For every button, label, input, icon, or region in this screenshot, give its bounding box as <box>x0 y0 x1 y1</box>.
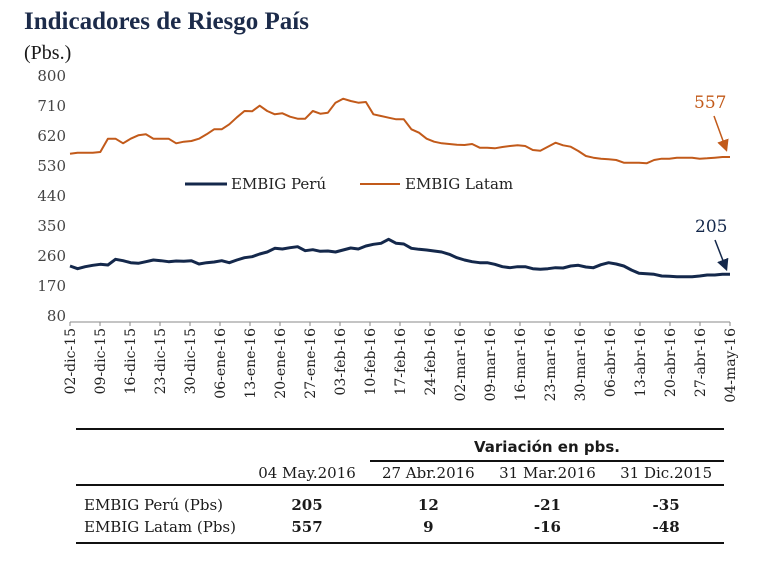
y-tick-label: 440 <box>37 187 66 205</box>
x-tick-label: 13-ene-16 <box>243 328 259 399</box>
cell-peru-31-mar: -21 <box>533 496 561 514</box>
column-header-current: 04 May.2016 <box>258 463 356 482</box>
x-tick-label: 17-feb-16 <box>393 328 409 396</box>
x-tick-label: 03-feb-16 <box>333 328 349 396</box>
table-row: EMBIG Perú (Pbs) 205 12 -21 -35 <box>76 494 724 516</box>
cell-latam-31-dic: -48 <box>652 518 680 536</box>
y-tick-label: 350 <box>37 217 66 235</box>
table-rule-row <box>76 484 724 494</box>
x-tick-label: 27-ene-16 <box>303 328 319 399</box>
column-header-31-mar: 31 Mar.2016 <box>499 464 596 482</box>
x-tick-label: 04-may-16 <box>723 328 739 403</box>
y-tick-label: 260 <box>37 247 66 265</box>
column-header-31-dic: 31 Dic.2015 <box>620 464 713 482</box>
x-tick-label: 20-ene-16 <box>273 328 289 399</box>
table-rule-top-row <box>76 428 724 434</box>
cell-peru-current: 205 <box>291 496 323 514</box>
variation-group-header: Variación en pbs. <box>370 434 724 462</box>
row-label-peru: EMBIG Perú (Pbs) <box>84 496 223 514</box>
y-tick-label: 620 <box>37 127 66 145</box>
cell-latam-27-abr: 9 <box>423 518 434 536</box>
x-tick-label: 30-mar-16 <box>573 328 589 401</box>
x-tick-label: 27-abr-16 <box>693 328 709 397</box>
x-tick-label: 06-abr-16 <box>603 328 619 397</box>
chart-title: Indicadores de Riesgo País <box>24 8 309 35</box>
end-arrow-embig-latam <box>713 115 729 152</box>
x-tick-label: 09-mar-16 <box>483 328 499 401</box>
cell-peru-27-abr: 12 <box>417 496 439 514</box>
summary-table: Variación en pbs. 04 May.2016 27 Abr.201… <box>76 428 724 544</box>
table-group-header-row: Variación en pbs. <box>76 434 724 462</box>
x-tick-label: 23-mar-16 <box>543 328 559 401</box>
y-tick-label: 170 <box>37 277 66 295</box>
x-tick-label: 16-mar-16 <box>513 328 529 401</box>
y-tick-label: 800 <box>37 67 66 85</box>
x-tick-label: 16-dic-15 <box>123 328 139 394</box>
y-tick-label: 530 <box>37 157 66 175</box>
cell-latam-31-mar: -16 <box>533 518 561 536</box>
cell-peru-31-dic: -35 <box>652 496 680 514</box>
y-tick-label: 710 <box>37 97 66 115</box>
series-line-embig-peru <box>69 237 730 279</box>
series-line-embig-latam <box>69 97 730 165</box>
end-arrow-embig-peru <box>714 239 729 272</box>
column-header-27-abr: 27 Abr.2016 <box>381 464 475 482</box>
table-row: EMBIG Latam (Pbs) 557 9 -16 -48 <box>76 516 724 538</box>
x-tick-label: 02-dic-15 <box>63 328 79 394</box>
end-value-label-embig-latam: 557 <box>694 93 726 113</box>
end-value-label-embig-peru: 205 <box>695 217 727 237</box>
x-tick-label: 06-ene-16 <box>213 328 229 399</box>
legend-label-embig-latam: EMBIG Latam <box>405 175 513 193</box>
y-axis-unit: (Pbs.) <box>24 42 72 64</box>
cell-latam-current: 557 <box>291 518 323 536</box>
x-tick-label: 30-dic-15 <box>183 328 199 394</box>
x-tick-label: 23-dic-15 <box>153 328 169 394</box>
x-tick-label: 24-feb-16 <box>423 328 439 396</box>
table-rule-bottom-row <box>76 538 724 544</box>
x-tick-label: 20-abr-16 <box>663 328 679 397</box>
y-tick-label: 80 <box>47 307 66 325</box>
line-chart: 800 710 620 530 440 350 260 170 80 02-dic-15 09-di… <box>37 67 739 403</box>
legend-label-embig-peru: EMBIG Perú <box>231 175 326 193</box>
row-label-latam: EMBIG Latam (Pbs) <box>84 518 236 536</box>
x-tick-label: 10-feb-16 <box>363 328 379 396</box>
x-tick-label: 13-abr-16 <box>633 328 649 397</box>
x-tick-label: 02-mar-16 <box>453 328 469 401</box>
x-tick-label: 09-dic-15 <box>93 328 109 394</box>
table-column-header-row: 04 May.2016 27 Abr.2016 31 Mar.2016 31 D… <box>76 461 724 485</box>
